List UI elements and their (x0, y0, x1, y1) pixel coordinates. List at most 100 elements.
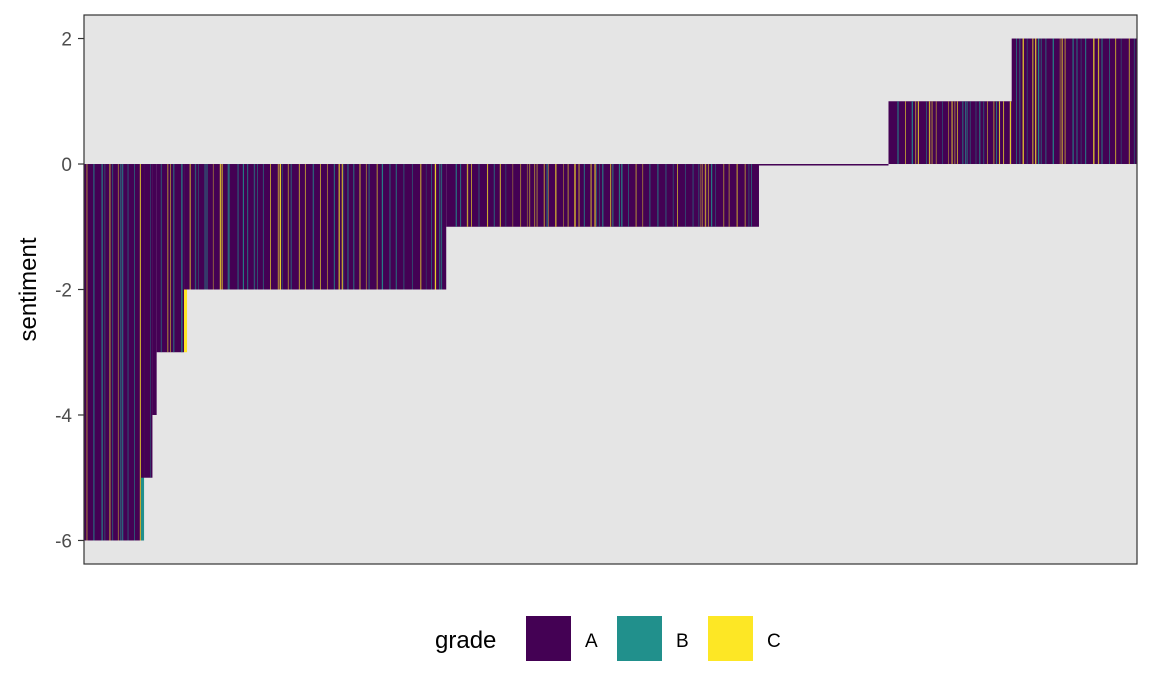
bar-stripe-C (543, 164, 545, 227)
bar-stripe-C (704, 164, 707, 227)
bar-stripe-C (365, 164, 367, 290)
bar-stripe-B (389, 164, 391, 290)
bar-stripe-B (979, 101, 981, 165)
bar-stripe-C (935, 101, 937, 165)
legend-key-C (708, 616, 753, 661)
bar-stripe-C (170, 164, 171, 353)
bar-stripe-C (319, 164, 321, 290)
bar-stripe-B (160, 164, 162, 353)
bar-stripe-B (672, 164, 674, 227)
bar-stripe-C (338, 164, 340, 290)
bar-stripe-B (173, 164, 175, 353)
bar-stripe-B (983, 101, 985, 165)
bar-stripe-C (287, 164, 289, 290)
bar-stripe-B (1037, 38, 1040, 165)
bar-stripe-B (281, 164, 283, 290)
bar-stripe-C (1128, 38, 1130, 165)
y-tick-label: 2 (61, 30, 72, 51)
bar-stripe-B (628, 164, 629, 227)
bar-accent-stripe (141, 477, 145, 541)
bar-stripe-B (460, 164, 462, 227)
bar-stripe-C (1093, 38, 1095, 165)
bar-stripe-B (1133, 38, 1135, 165)
bar-stripe-B (431, 164, 432, 290)
bar-stripe-B (312, 164, 315, 290)
bar-stripe-C (486, 164, 489, 227)
bar-stripe-C (993, 101, 995, 165)
bar-stripe-C (635, 164, 637, 227)
bar-stripe-C (1064, 38, 1066, 165)
bar-stripe-B (194, 164, 197, 290)
bar-stripe-B (1052, 38, 1054, 165)
bar-stripe-B (962, 101, 964, 165)
bar-stripe-C (736, 164, 738, 227)
bar-stripe-C (434, 164, 437, 290)
bar-stripe-B (1120, 38, 1122, 165)
bar-stripe-C (555, 164, 557, 227)
bar-stripe-B (665, 164, 667, 227)
bar-stripe-B (120, 164, 122, 541)
legend-label-C: C (767, 631, 781, 652)
legend-key-B (617, 616, 662, 661)
bar-stripe-B (150, 164, 151, 478)
bar-stripe-C (167, 164, 169, 353)
bar-stripe-C (1009, 101, 1012, 165)
bar-stripe-C (928, 101, 931, 165)
bar-stripe-B (618, 164, 620, 227)
bars-layer (84, 38, 1137, 541)
bar-group-sentiment-0 (758, 164, 889, 166)
bar-stripe-B (403, 164, 405, 290)
bar-stripe-B (595, 164, 597, 227)
bar-stripe-B (104, 164, 106, 541)
bar-stripe-C (279, 164, 282, 290)
bar-stripe-B (439, 164, 441, 290)
bar-stripe-C (594, 164, 596, 227)
bar-stripe-C (471, 164, 472, 227)
bar-stripe-C (304, 164, 306, 290)
bar-stripe-C (578, 164, 580, 227)
bar-stripe-B (911, 101, 913, 165)
bar-group-sentiment--6 (84, 164, 145, 541)
bar-stripe-B (247, 164, 249, 290)
bar-stripe-B (411, 164, 413, 290)
bar-stripe-B (975, 101, 977, 165)
bar-stripe-C (700, 164, 702, 227)
bar-stripe-B (206, 164, 208, 290)
bar-stripe-B (101, 164, 103, 541)
bar-stripe-C (326, 164, 328, 290)
bar-stripe-C (707, 164, 709, 227)
bar-stripe-C (359, 164, 361, 290)
bar-stripe-B (583, 164, 585, 227)
bar-stripe-B (112, 164, 114, 541)
bar-stripe-B (657, 164, 659, 227)
bar-stripe-B (926, 101, 927, 165)
bar-stripe-C (499, 164, 501, 227)
bar-stripe-C (677, 164, 679, 227)
bar-stripe-B (1019, 38, 1021, 165)
bar-stripe-B (253, 164, 256, 290)
bar-stripe-B (227, 164, 230, 290)
bar-group-sentiment--2 (184, 164, 447, 290)
bar-stripe-B (942, 101, 943, 165)
bar-stripe-B (368, 164, 370, 290)
bar-stripe-C (998, 101, 1001, 165)
bar-stripe-C (219, 164, 221, 290)
legend-title: grade (435, 627, 496, 654)
bar-stripe-C (574, 164, 576, 227)
bar-stripe-C (642, 164, 644, 227)
bar-group-sentiment-2 (1011, 38, 1137, 165)
bar-stripe-B (425, 164, 427, 290)
bar-stripe-C (948, 101, 949, 165)
bar-stripe-B (127, 164, 129, 541)
bar-stripe-B (229, 164, 231, 290)
bar-stripe-B (493, 164, 495, 227)
y-tick-label: 0 (61, 155, 72, 176)
bar-stripe-C (376, 164, 378, 290)
bar-stripe-C (1059, 38, 1061, 165)
bar-stripe-C (567, 164, 569, 227)
bar-stripe-B (1085, 38, 1087, 165)
bar-stripe-B (204, 164, 206, 290)
bar-accent-stripe (184, 289, 188, 353)
bar-stripe-B (965, 101, 967, 165)
bar-stripe-C (744, 164, 746, 227)
